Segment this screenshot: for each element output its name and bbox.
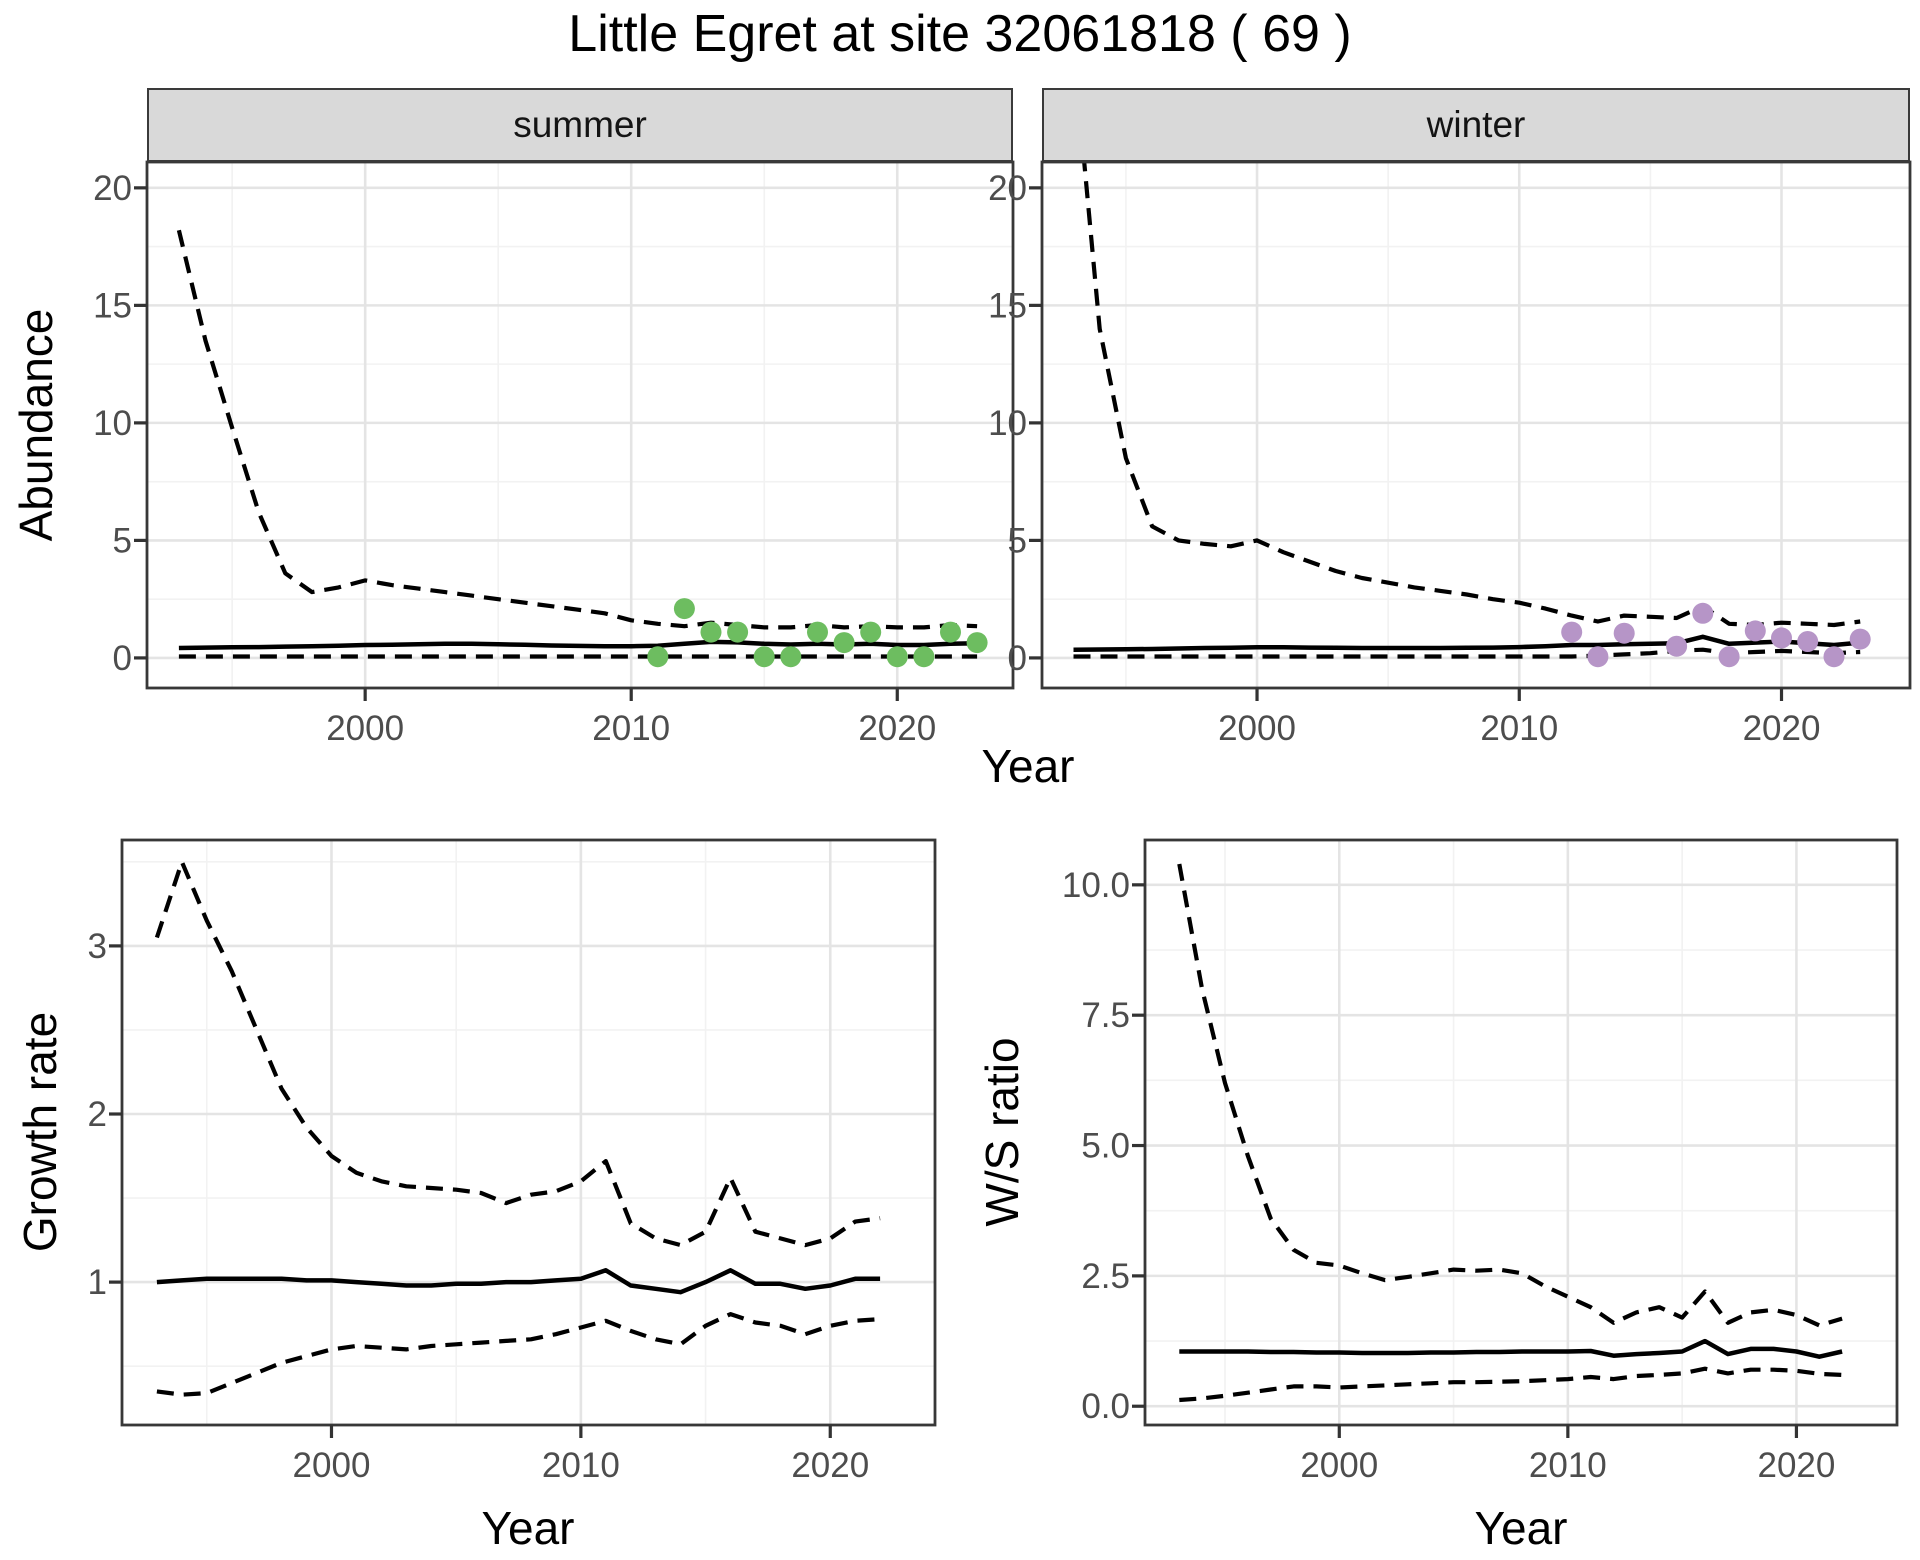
y-tick-label: 2: [88, 1095, 107, 1134]
x-tick-label: 2000: [1218, 709, 1296, 748]
x-tick-label: 2000: [1300, 1446, 1378, 1485]
series-layer: [176, 229, 988, 668]
y-tick-label: 10: [988, 404, 1027, 443]
x-tick-label: 2000: [293, 1446, 371, 1485]
series-layer: [154, 859, 881, 1397]
panel-abundance_summer: 2000 2010 2020 0 5 10 15 20: [93, 160, 1015, 748]
y-tick-label: 20: [93, 169, 132, 208]
series-estimate: [1073, 634, 1861, 652]
grid-major: [1145, 840, 1897, 1425]
facet-strip-summer-label: summer: [513, 104, 647, 145]
x-tick-label: 2020: [1743, 709, 1821, 748]
x-tick-label: 2010: [542, 1446, 620, 1485]
x-tick-label: 2020: [858, 709, 936, 748]
facet-strip-summer: summer: [147, 88, 1013, 162]
series-upper_95ci: [154, 859, 881, 1248]
panel-ws_ratio: 2000 2010 2020 0.0 2.5 5.0 7.5 10.0: [1062, 838, 1899, 1485]
plot-title: Little Egret at site 32061818 ( 69 ): [568, 5, 1352, 63]
panel-border: [145, 160, 1015, 690]
x-tick-label: 2010: [1529, 1446, 1607, 1485]
x-tick-label: 2010: [592, 709, 670, 748]
y-tick-label: 20: [988, 169, 1027, 208]
series-upper_95ci: [176, 229, 978, 630]
y-tick-label: 0: [1008, 639, 1027, 678]
y-tick-label: 1: [88, 1263, 107, 1302]
y-tick-label: 10: [93, 404, 132, 443]
x-tick-label: 2000: [326, 709, 404, 748]
series-lower_95ci: [1179, 1366, 1843, 1403]
axis-ticks: 2000 2010 2020 0.0 2.5 5.0 7.5 10.0: [1062, 866, 1835, 1485]
y-tick-label: 2.5: [1081, 1257, 1130, 1296]
series-upper_95ci: [1177, 863, 1843, 1328]
y-tick-label: 7.5: [1081, 996, 1130, 1035]
series-estimate: [1179, 1338, 1843, 1359]
y-tick-label: 0.0: [1081, 1387, 1130, 1426]
y-tick-label: 3: [88, 927, 107, 966]
panel-growth_rate: 2000 2010 2020 1 2 3: [88, 838, 937, 1485]
y-tick-label: 5.0: [1081, 1127, 1130, 1166]
panel-border: [120, 838, 937, 1427]
x-axis-title-year-top: Year: [981, 740, 1075, 792]
x-tick-label: 2010: [1480, 709, 1558, 748]
facet-strip-winter: winter: [1042, 88, 1910, 162]
x-axis-title-year-growth: Year: [481, 1502, 575, 1554]
series-estimate: [178, 639, 978, 651]
axis-ticks: 2000 2010 2020 0 5 10 15 20: [988, 169, 1820, 748]
y-tick-label: 5: [1008, 521, 1027, 560]
grid-minor: [147, 162, 1013, 688]
y-tick-label: 10.0: [1062, 866, 1130, 905]
panel-abundance_winter: 2000 2010 2020 0 5 10 15 20: [988, 160, 1912, 748]
grid-major: [122, 840, 935, 1425]
panel-border: [1143, 838, 1899, 1427]
x-tick-label: 2020: [1757, 1446, 1835, 1485]
y-tick-label: 5: [113, 521, 132, 560]
grid-minor: [1145, 840, 1897, 1425]
y-tick-label: 15: [93, 286, 132, 325]
series-lower_95ci: [156, 1311, 881, 1397]
x-tick-label: 2020: [791, 1446, 869, 1485]
grid-minor: [122, 840, 935, 1425]
observed_counts: [647, 598, 988, 668]
series-estimate: [156, 1268, 881, 1295]
y-tick-label: 15: [988, 286, 1027, 325]
series-lower_95ci: [1073, 647, 1861, 659]
series-layer: [1177, 863, 1843, 1403]
x-axis-title-year-ws: Year: [1474, 1502, 1568, 1554]
observed_counts: [1561, 602, 1871, 668]
y-axis-title-growth-rate: Growth rate: [14, 1011, 66, 1253]
facet-strip-winter-label: winter: [1426, 104, 1526, 145]
series-upper_95ci: [1082, 162, 1861, 628]
panel-border: [1040, 160, 1912, 690]
series-layer: [1073, 162, 1871, 668]
y-tick-label: 0: [113, 639, 132, 678]
axis-ticks: 2000 2010 2020 0 5 10 15 20: [93, 169, 936, 748]
grid-major: [1042, 162, 1910, 688]
y-axis-title-abundance: Abundance: [10, 308, 62, 542]
grid-minor: [1042, 162, 1910, 688]
axis-ticks: 2000 2010 2020 1 2 3: [88, 927, 870, 1485]
y-axis-title-ws-ratio: W/S ratio: [976, 1037, 1028, 1227]
